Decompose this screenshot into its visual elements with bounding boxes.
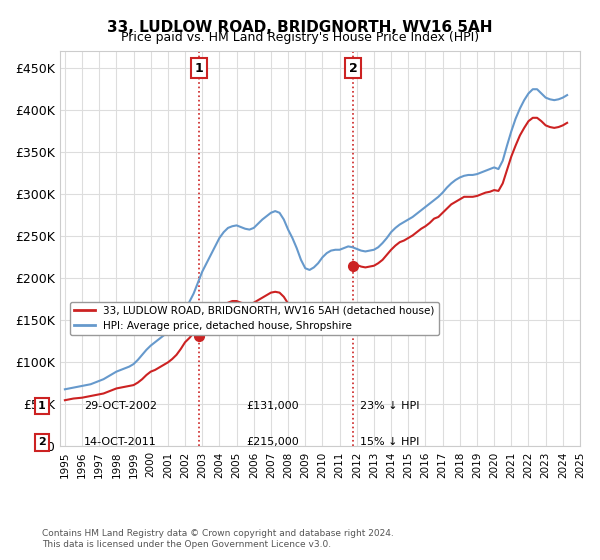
Text: 2: 2 xyxy=(349,62,358,74)
Text: 33, LUDLOW ROAD, BRIDGNORTH, WV16 5AH: 33, LUDLOW ROAD, BRIDGNORTH, WV16 5AH xyxy=(107,20,493,35)
Text: £215,000: £215,000 xyxy=(246,437,299,447)
Text: 1: 1 xyxy=(195,62,204,74)
Text: Contains HM Land Registry data © Crown copyright and database right 2024.
This d: Contains HM Land Registry data © Crown c… xyxy=(42,529,394,549)
Text: 1: 1 xyxy=(38,401,46,411)
Text: 29-OCT-2002: 29-OCT-2002 xyxy=(84,401,157,411)
Text: 14-OCT-2011: 14-OCT-2011 xyxy=(84,437,157,447)
Text: Price paid vs. HM Land Registry's House Price Index (HPI): Price paid vs. HM Land Registry's House … xyxy=(121,31,479,44)
Text: 15% ↓ HPI: 15% ↓ HPI xyxy=(360,437,419,447)
Legend: 33, LUDLOW ROAD, BRIDGNORTH, WV16 5AH (detached house), HPI: Average price, deta: 33, LUDLOW ROAD, BRIDGNORTH, WV16 5AH (d… xyxy=(70,301,439,335)
Text: 23% ↓ HPI: 23% ↓ HPI xyxy=(360,401,419,411)
Text: £131,000: £131,000 xyxy=(246,401,299,411)
Text: 2: 2 xyxy=(38,437,46,447)
